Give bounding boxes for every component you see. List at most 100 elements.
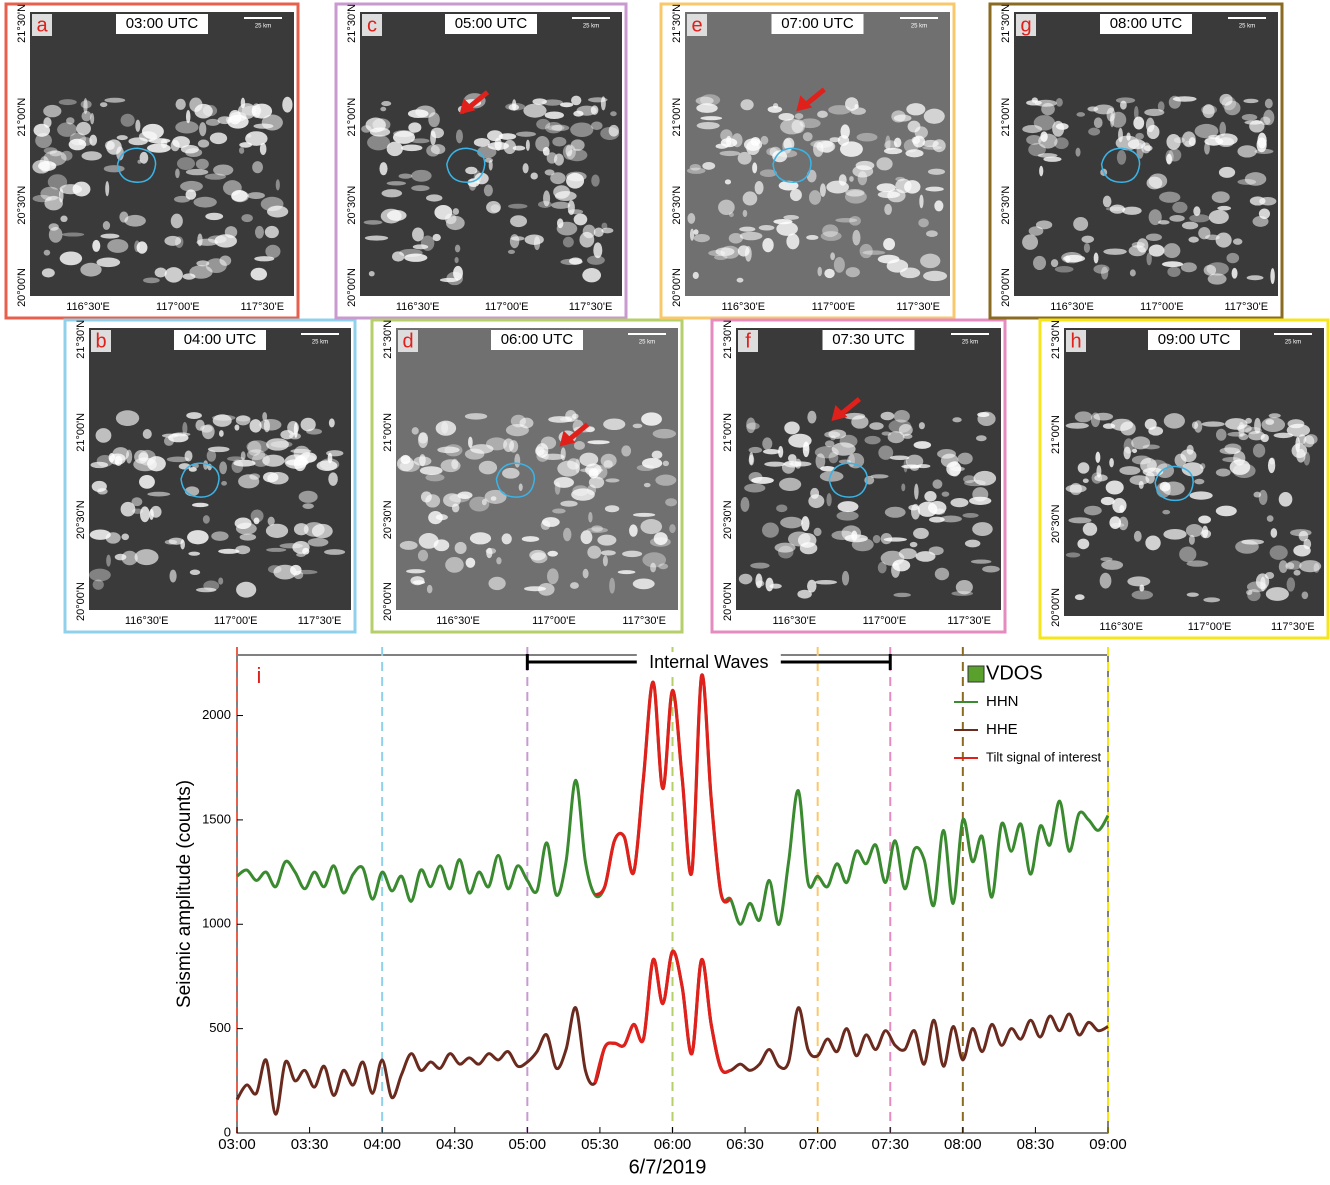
cloud bbox=[532, 98, 547, 105]
cloud bbox=[754, 180, 764, 195]
cloud bbox=[911, 503, 921, 520]
cloud bbox=[736, 277, 744, 283]
cloud bbox=[1068, 517, 1092, 524]
cloud bbox=[96, 257, 121, 268]
cloud bbox=[231, 459, 244, 473]
cloud bbox=[1208, 134, 1220, 140]
cloud bbox=[180, 180, 203, 192]
cloud bbox=[1238, 433, 1249, 441]
cloud bbox=[302, 547, 310, 555]
lat-label: 20°30'N bbox=[346, 186, 358, 225]
lat-label: 21°30'N bbox=[671, 4, 683, 43]
cloud bbox=[218, 548, 240, 554]
cloud bbox=[168, 433, 189, 443]
cloud bbox=[567, 458, 580, 470]
cloud bbox=[412, 227, 424, 242]
cloud bbox=[1181, 221, 1199, 230]
cloud bbox=[541, 453, 565, 461]
lat-label: 21°00'N bbox=[722, 413, 734, 452]
lat-label: 20°00'N bbox=[75, 582, 87, 621]
cloud bbox=[696, 103, 718, 113]
panel-time: 03:00 UTC bbox=[126, 15, 199, 32]
cloud bbox=[550, 172, 566, 185]
cloud bbox=[451, 458, 459, 470]
cloud bbox=[35, 133, 52, 149]
cloud bbox=[586, 527, 608, 533]
cloud bbox=[566, 172, 585, 189]
cloud bbox=[783, 215, 799, 220]
cloud bbox=[1179, 546, 1197, 563]
cloud bbox=[820, 140, 834, 153]
cloud bbox=[90, 461, 109, 469]
cloud bbox=[939, 515, 962, 523]
cloud bbox=[419, 454, 426, 467]
cloud bbox=[789, 188, 802, 202]
cloud bbox=[1146, 252, 1152, 266]
cloud bbox=[746, 417, 756, 434]
cloud bbox=[185, 148, 203, 157]
cloud bbox=[573, 441, 585, 450]
cloud bbox=[1194, 123, 1219, 139]
cloud bbox=[1123, 446, 1131, 460]
cloud bbox=[1163, 528, 1187, 540]
cloud bbox=[859, 243, 873, 259]
x-tick-label: 04:30 bbox=[436, 1136, 474, 1153]
cloud bbox=[189, 569, 201, 576]
cloud bbox=[929, 516, 945, 523]
cloud bbox=[1267, 457, 1276, 474]
panel-letter: h bbox=[1070, 330, 1081, 352]
cloud bbox=[1115, 135, 1140, 151]
cloud bbox=[1163, 243, 1181, 258]
cloud bbox=[937, 449, 956, 459]
cloud bbox=[1157, 101, 1165, 112]
cloud bbox=[778, 113, 795, 121]
x-tick-label: 09:00 bbox=[1089, 1136, 1127, 1153]
cloud bbox=[503, 139, 517, 155]
cloud bbox=[728, 233, 743, 244]
lat-label: 21°00'N bbox=[1050, 415, 1062, 454]
cloud bbox=[806, 169, 817, 183]
cloud bbox=[1132, 448, 1138, 454]
cloud bbox=[1163, 413, 1185, 429]
cloud bbox=[302, 503, 314, 509]
cloud bbox=[1158, 220, 1170, 225]
cloud bbox=[328, 418, 335, 428]
cloud bbox=[184, 450, 193, 462]
cloud bbox=[893, 137, 902, 148]
cloud bbox=[841, 570, 850, 586]
cloud bbox=[1268, 413, 1281, 419]
cloud bbox=[1194, 478, 1205, 485]
cloud bbox=[147, 143, 171, 153]
cloud bbox=[542, 146, 550, 156]
cloud bbox=[473, 137, 490, 147]
cloud bbox=[650, 562, 657, 573]
y-tick-label: 1500 bbox=[202, 811, 231, 826]
cloud bbox=[386, 181, 407, 186]
cloud bbox=[880, 533, 893, 545]
time-box bbox=[1100, 14, 1192, 34]
cloud bbox=[950, 498, 969, 508]
cloud bbox=[185, 189, 197, 200]
cloud bbox=[1261, 417, 1286, 433]
cloud bbox=[926, 230, 938, 238]
cloud bbox=[59, 251, 83, 266]
cloud bbox=[50, 162, 56, 169]
cloud bbox=[1148, 209, 1162, 226]
cloud bbox=[813, 527, 822, 537]
cloud bbox=[1229, 459, 1251, 475]
cloud bbox=[399, 460, 420, 472]
cloud bbox=[767, 106, 783, 113]
satellite-image bbox=[360, 12, 622, 296]
cloud bbox=[847, 453, 865, 469]
cloud bbox=[907, 120, 921, 133]
cloud bbox=[188, 551, 201, 556]
cloud bbox=[68, 138, 87, 151]
cloud bbox=[878, 445, 894, 460]
x-tick-label: 05:00 bbox=[509, 1136, 547, 1153]
cloud bbox=[1211, 191, 1230, 204]
cloud bbox=[600, 126, 620, 141]
cloud bbox=[829, 137, 841, 143]
cloud bbox=[915, 551, 936, 562]
cloud bbox=[202, 515, 210, 524]
cloud bbox=[862, 250, 886, 255]
